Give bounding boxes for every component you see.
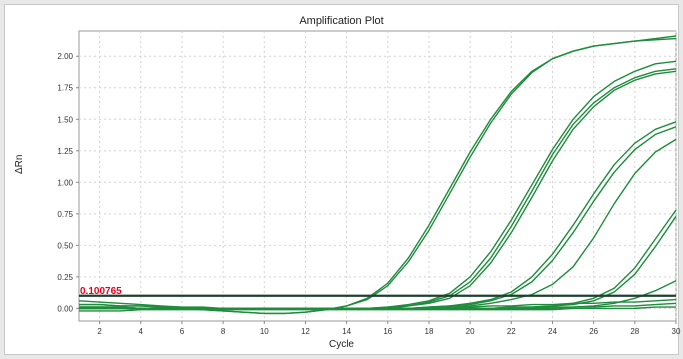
y-tick-label: 1.25	[57, 147, 73, 156]
threshold-label: 0.100765	[80, 286, 122, 297]
x-tick-label: 28	[630, 327, 639, 336]
x-tick-label: 22	[507, 327, 516, 336]
x-tick-label: 2	[97, 327, 102, 336]
x-axis-label: Cycle	[328, 339, 354, 350]
y-tick-label: 1.75	[57, 84, 73, 93]
x-tick-label: 16	[383, 327, 392, 336]
y-tick-label: 2.00	[57, 52, 73, 61]
plot-area	[78, 30, 677, 322]
chart-title: Amplification Plot	[299, 15, 384, 27]
x-tick-label: 26	[589, 327, 598, 336]
x-tick-label: 12	[301, 327, 310, 336]
x-tick-label: 8	[221, 327, 226, 336]
y-tick-label: 0.00	[57, 304, 73, 313]
series-group	[78, 35, 677, 315]
axis-ticks: 2 4 6 8 10 12 14 16 18 20 22 24 26 28 300.000.250.500.…	[57, 52, 681, 336]
y-tick-label: 0.75	[57, 210, 73, 219]
x-tick-label: 10	[260, 327, 269, 336]
x-tick-label: 18	[425, 327, 434, 336]
y-tick-label: 1.00	[57, 178, 73, 187]
threshold-group: 0.100765	[79, 286, 676, 297]
x-tick-label: 30	[672, 327, 681, 336]
x-tick-label: 24	[548, 327, 557, 336]
x-tick-label: 20	[466, 327, 475, 336]
grid	[79, 31, 677, 321]
amplification-curve-13	[79, 302, 677, 310]
x-tick-label: 6	[180, 327, 185, 336]
x-tick-label: 4	[139, 327, 144, 336]
amplification-curve-14	[79, 306, 676, 312]
y-tick-label: 0.25	[57, 273, 73, 282]
y-tick-label: 0.50	[57, 241, 73, 250]
y-tick-label: 1.50	[57, 115, 73, 124]
x-tick-label: 14	[342, 327, 351, 336]
